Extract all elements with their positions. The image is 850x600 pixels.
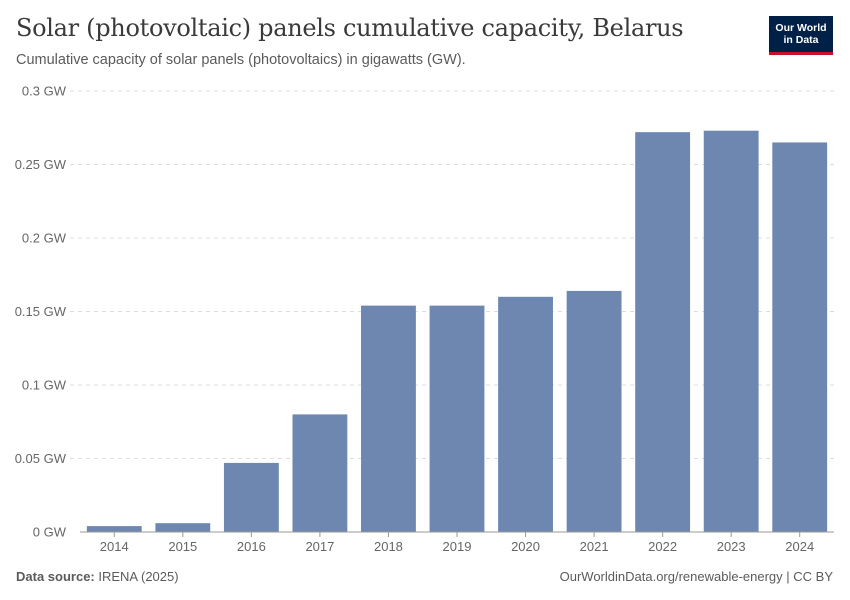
bar-2022[interactable] <box>635 132 691 532</box>
logo-line-2: in Data <box>783 34 819 46</box>
credit-link[interactable]: OurWorldinData.org/renewable-energy | CC… <box>559 569 833 584</box>
y-tick-label: 0.05 GW <box>15 451 67 466</box>
x-tick-label: 2023 <box>717 539 746 554</box>
y-tick-label: 0.1 GW <box>22 378 67 393</box>
owid-logo[interactable]: Our World in Data <box>769 16 833 55</box>
y-tick-label: 0 GW <box>33 525 67 540</box>
data-source: Data source: IRENA (2025) <box>16 569 179 584</box>
x-tick-label: 2020 <box>511 539 540 554</box>
x-tick-label: 2022 <box>648 539 677 554</box>
y-tick-label: 0.15 GW <box>15 304 67 319</box>
bar-2023[interactable] <box>703 130 759 532</box>
logo-line-1: Our World <box>775 22 827 34</box>
x-tick-label: 2017 <box>305 539 334 554</box>
x-tick-label: 2018 <box>374 539 403 554</box>
x-tick-label: 2015 <box>168 539 197 554</box>
x-tick-label: 2014 <box>100 539 129 554</box>
bars <box>86 130 828 532</box>
x-axis-labels: 2014 2015 2016 2017 2018 2019 2020 2021 2022 2023… <box>100 532 814 554</box>
x-tick-label: 2019 <box>443 539 472 554</box>
x-tick-label: 2024 <box>785 539 814 554</box>
data-source-label: Data source: <box>16 569 95 584</box>
data-source-value[interactable]: IRENA (2025) <box>98 569 179 584</box>
x-tick-label: 2021 <box>580 539 609 554</box>
y-tick-label: 0.3 GW <box>22 84 67 99</box>
bar-2014[interactable] <box>86 526 142 532</box>
y-tick-label: 0.25 GW <box>15 157 67 172</box>
bar-2017[interactable] <box>292 414 348 532</box>
bar-2018[interactable] <box>361 305 416 532</box>
bar-2021[interactable] <box>566 290 622 532</box>
bar-2019[interactable] <box>429 305 485 532</box>
bar-2024[interactable] <box>772 142 828 532</box>
bar-2020[interactable] <box>498 296 553 532</box>
chart-title: Solar (photovoltaic) panels cumulative c… <box>16 14 684 42</box>
y-axis-labels: 0 GW 0.05 GW 0.1 GW 0.15 GW 0.2 GW 0.25 GW 0.3… <box>15 84 67 540</box>
y-tick-label: 0.2 GW <box>22 231 67 246</box>
bar-2015[interactable] <box>155 523 211 532</box>
chart-subtitle: Cumulative capacity of solar panels (pho… <box>16 52 466 68</box>
x-tick-label: 2016 <box>237 539 266 554</box>
bar-2016[interactable] <box>223 462 279 532</box>
